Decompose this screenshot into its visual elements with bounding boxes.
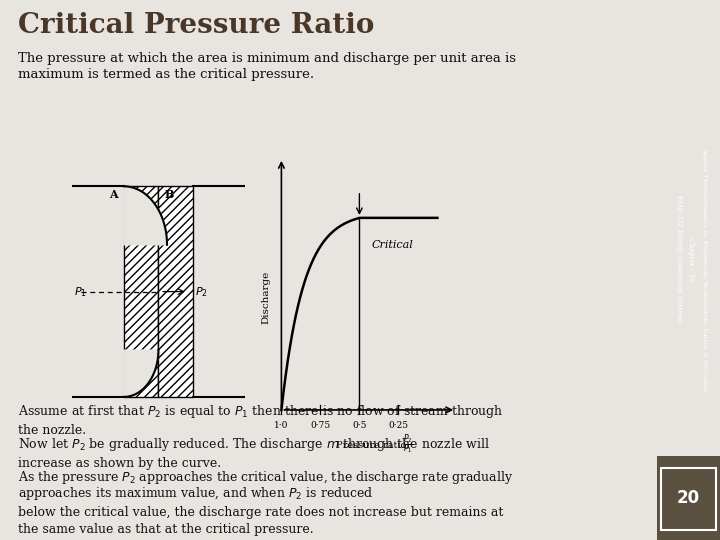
- Text: $P_2$: $P_2$: [194, 285, 207, 299]
- Polygon shape: [124, 186, 158, 397]
- Text: Critical: Critical: [372, 240, 413, 250]
- Text: EME-322 Energy Conversion Systems: EME-322 Energy Conversion Systems: [675, 195, 683, 323]
- Text: 20: 20: [677, 489, 700, 508]
- Text: A: A: [109, 189, 118, 200]
- Text: $P_1$: $P_1$: [73, 285, 86, 299]
- Text: increase as shown by the curve.: increase as shown by the curve.: [18, 456, 221, 469]
- Polygon shape: [124, 350, 158, 397]
- Text: As the pressure $P_2$ approaches the critical value, the discharge rate graduall: As the pressure $P_2$ approaches the cri…: [18, 469, 513, 486]
- Text: 1·0: 1·0: [274, 421, 289, 430]
- Text: 0·5: 0·5: [352, 421, 366, 430]
- Polygon shape: [657, 456, 720, 540]
- Text: Assume at first that $P_2$ is equal to $P_1$ then there is no flow of stream thr: Assume at first that $P_2$ is equal to $…: [18, 403, 503, 420]
- Text: maximum is termed as the critical pressure.: maximum is termed as the critical pressu…: [18, 68, 314, 81]
- Text: 0·25: 0·25: [388, 421, 408, 430]
- Polygon shape: [158, 186, 193, 397]
- Text: The pressure at which the area is minimum and discharge per unit area is: The pressure at which the area is minimu…: [18, 52, 516, 65]
- Text: Applied Thermodynamics for Engineering Technologists, Eastop & McConkey: Applied Thermodynamics for Engineering T…: [702, 147, 706, 393]
- Text: Critical Pressure Ratio: Critical Pressure Ratio: [18, 12, 374, 39]
- Polygon shape: [124, 186, 167, 245]
- Text: Pressure ratio: Pressure ratio: [336, 442, 406, 450]
- Text: Chapter – 10: Chapter – 10: [688, 238, 696, 281]
- Text: Discharge: Discharge: [261, 271, 270, 324]
- Text: 0·75: 0·75: [310, 421, 330, 430]
- Text: the nozzle.: the nozzle.: [18, 423, 86, 436]
- Text: approaches its maximum value, and when $P_2$ is reduced: approaches its maximum value, and when $…: [18, 485, 374, 503]
- Text: below the critical value, the discharge rate does not increase but remains at: below the critical value, the discharge …: [18, 506, 503, 519]
- Text: Now let $P_2$ be gradually reduced. The discharge $m$ through the nozzle will: Now let $P_2$ be gradually reduced. The …: [18, 436, 490, 453]
- Text: $\frac{P_2}{P_1}$: $\frac{P_2}{P_1}$: [403, 433, 413, 456]
- Text: the same value as that at the critical pressure.: the same value as that at the critical p…: [18, 523, 314, 536]
- Text: B: B: [164, 189, 174, 200]
